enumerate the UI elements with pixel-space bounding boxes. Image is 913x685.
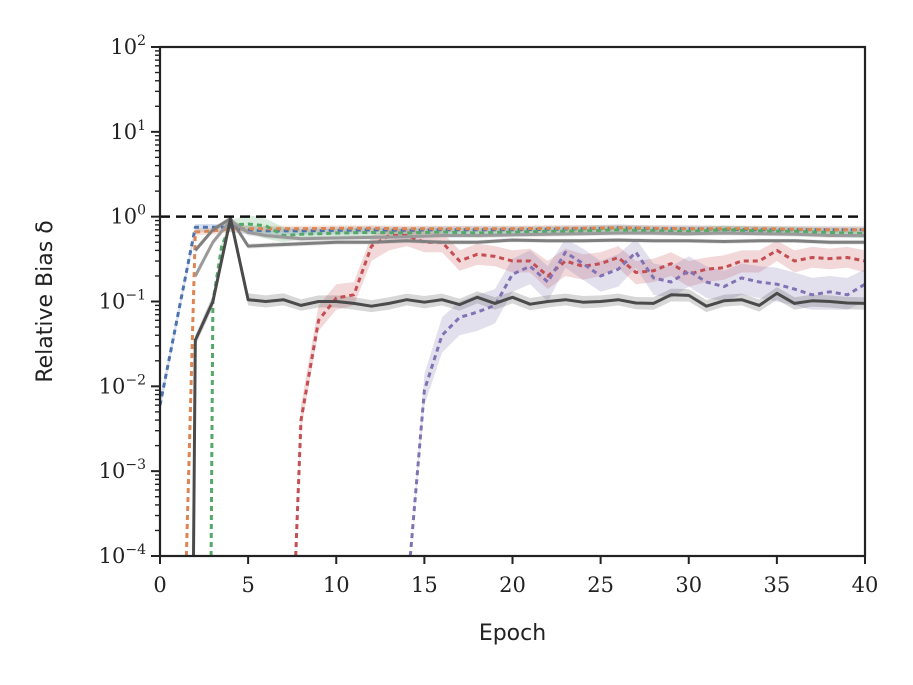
x-tick-label: 15 bbox=[411, 573, 438, 597]
series-red-band bbox=[295, 228, 865, 556]
x-axis-title: Epoch bbox=[479, 621, 546, 646]
x-tick-label: 5 bbox=[241, 573, 254, 597]
x-tick-label: 0 bbox=[153, 573, 166, 597]
x-tick-label: 25 bbox=[587, 573, 614, 597]
x-tick-label: 20 bbox=[499, 573, 526, 597]
series-gray-light-band bbox=[195, 215, 865, 254]
y-tick-label: 10−3 bbox=[99, 457, 146, 483]
x-axis-ticks: 0 5 10 15 20 25 30 35 40 bbox=[153, 556, 878, 597]
y-tick-label: 10−2 bbox=[99, 372, 146, 398]
y-axis-title: Relative Bias δ bbox=[33, 220, 58, 382]
series-gray-dark-line bbox=[192, 217, 865, 556]
plot-frame bbox=[158, 45, 867, 558]
y-tick-label: 10−4 bbox=[99, 542, 146, 568]
y-axis-ticks: 10−4 10−3 10−2 10−1 100 101 102 bbox=[99, 33, 160, 568]
y-tick-label: 10−1 bbox=[99, 288, 146, 314]
y-tick-label: 100 bbox=[110, 203, 146, 229]
series-gray-mid-line bbox=[193, 219, 865, 277]
y-tick-label: 102 bbox=[110, 33, 146, 59]
series-lines bbox=[160, 217, 865, 556]
series-purple-line bbox=[408, 250, 865, 556]
x-tick-label: 10 bbox=[323, 573, 350, 597]
series-gray-light-line bbox=[194, 217, 865, 252]
x-tick-label: 30 bbox=[675, 573, 702, 597]
y-tick-label: 101 bbox=[110, 118, 146, 144]
x-tick-label: 40 bbox=[852, 573, 879, 597]
x-tick-label: 35 bbox=[764, 573, 791, 597]
